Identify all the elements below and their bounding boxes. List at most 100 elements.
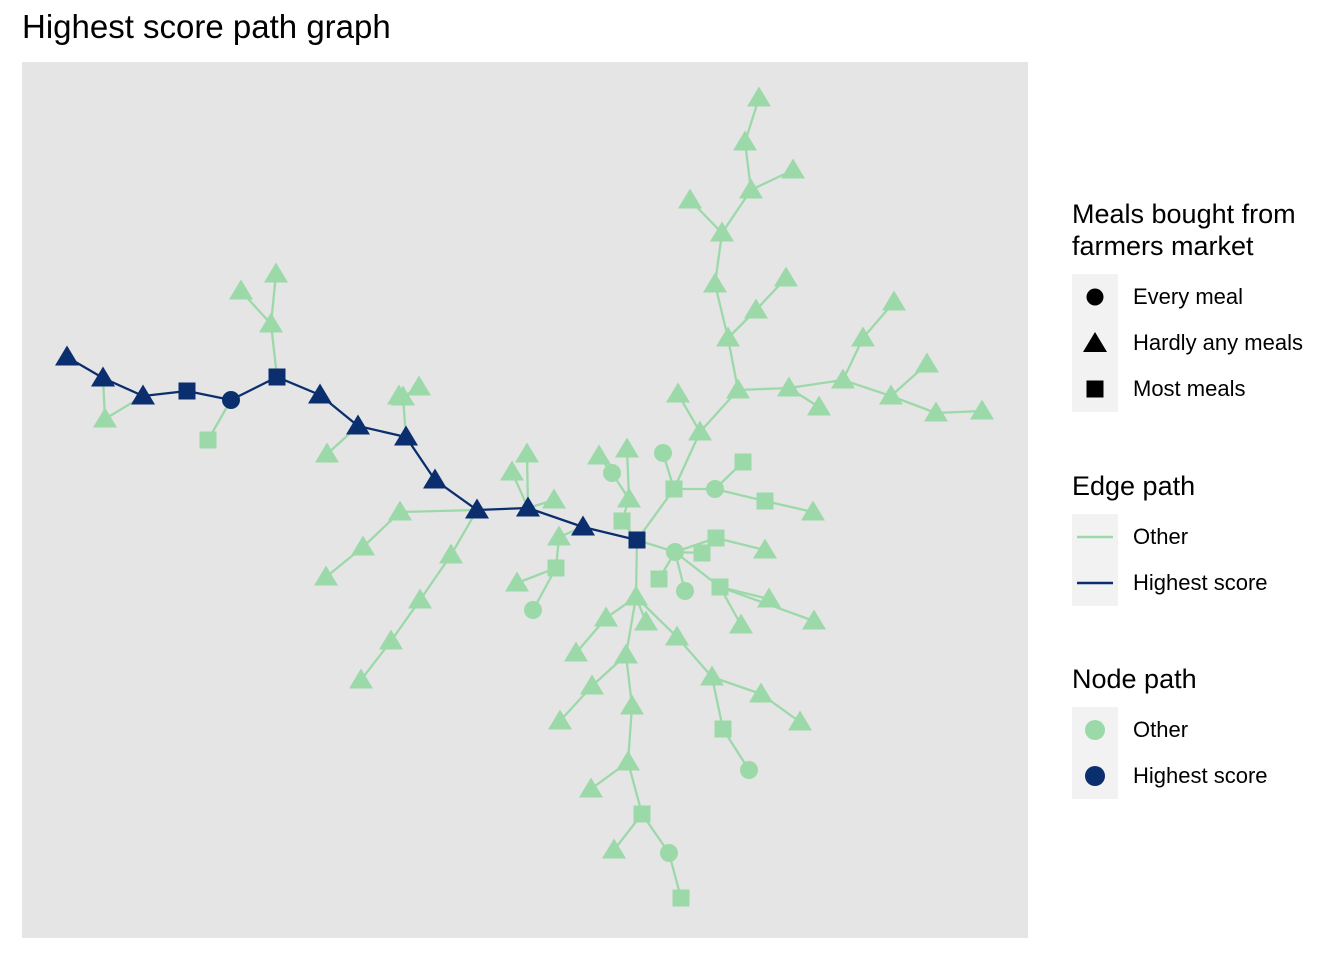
node-triangle-other <box>620 694 644 715</box>
node-circle-other <box>666 543 684 561</box>
node-triangle-other <box>548 709 572 730</box>
node-triangle-other <box>851 326 875 347</box>
node-triangle-other <box>579 777 603 798</box>
node-triangle-other <box>801 500 825 521</box>
circle-shape-icon <box>1086 288 1104 306</box>
edge-other <box>736 386 791 392</box>
node-triangle-other <box>688 420 712 441</box>
legend-item-hardly-any-meals: Hardly any meals <box>1072 320 1303 366</box>
node-square-other <box>665 480 683 498</box>
node-square-other <box>734 453 752 471</box>
legend-item-node-other: Other <box>1072 707 1268 753</box>
legend-meals-title: Meals bought from farmers market <box>1072 198 1303 262</box>
node-triangle-other <box>729 613 753 634</box>
node-triangle-other <box>500 460 524 481</box>
legend-key <box>1072 274 1118 320</box>
node-triangle-other <box>259 312 283 333</box>
node-triangle-other <box>505 571 529 592</box>
node-square-highest <box>268 368 286 386</box>
node-circle-other <box>660 844 678 862</box>
node-triangle-other <box>439 543 463 564</box>
node-triangle-other <box>777 376 801 397</box>
node-triangle-other <box>615 437 639 458</box>
legend-item-edge-other: Other <box>1072 514 1268 560</box>
line-highest-icon <box>1077 581 1113 585</box>
edge-other <box>787 378 845 390</box>
node-triangle-other <box>580 674 604 695</box>
nodes <box>55 86 994 907</box>
node-triangle-other <box>924 401 948 422</box>
legend-edge-title: Edge path <box>1072 471 1196 501</box>
node-square-other <box>711 578 729 596</box>
chart-title: Highest score path graph <box>22 8 391 45</box>
node-triangle-other <box>624 585 648 606</box>
node-triangle-other <box>700 665 724 686</box>
node-triangle-highest <box>394 425 418 446</box>
legend-item-most-meals: Most meals <box>1072 366 1303 412</box>
node-triangle-other <box>379 629 403 650</box>
node-triangle-highest <box>571 515 595 536</box>
node-triangle-other <box>264 262 288 283</box>
node-triangle-other <box>753 538 777 559</box>
node-triangle-other <box>665 625 689 646</box>
legend-label: Most meals <box>1133 376 1246 401</box>
node-triangle-other <box>407 375 431 396</box>
node-triangle-other <box>744 298 768 319</box>
legend-label: Other <box>1133 524 1189 549</box>
node-square-other <box>633 805 651 823</box>
node-triangle-other <box>564 641 588 662</box>
node-triangle-other <box>807 395 831 416</box>
legend-label: Highest score <box>1133 763 1268 788</box>
network-graph <box>22 62 1028 938</box>
legend-item-every-meal: Every meal <box>1072 274 1303 320</box>
legend-item-edge-highest: Highest score <box>1072 560 1268 606</box>
square-shape-icon <box>1086 380 1104 398</box>
node-triangle-other <box>587 444 611 465</box>
node-triangle-other <box>617 487 641 508</box>
triangle-shape-icon <box>1083 332 1107 352</box>
node-triangle-other <box>739 178 763 199</box>
node-square-other <box>613 512 631 530</box>
node-triangle-other <box>602 838 626 859</box>
node-square-other <box>756 492 774 510</box>
node-triangle-other <box>726 378 750 399</box>
legend-label: Other <box>1133 717 1189 742</box>
edge-other <box>710 675 725 731</box>
legend-meals: Meals bought from farmers market Every m… <box>1072 198 1303 412</box>
edge-other <box>626 760 644 816</box>
legend-key <box>1072 320 1118 366</box>
node-triangle-other <box>915 352 939 373</box>
node-circle-highest <box>222 391 240 409</box>
node-triangle-other <box>229 279 253 300</box>
line-other-icon <box>1077 535 1113 539</box>
edge-other <box>713 282 730 340</box>
legend-node-path: Node path Other Highest score <box>1072 663 1268 799</box>
node-triangle-other <box>757 587 781 608</box>
node-triangle-other <box>387 384 411 405</box>
edge-highest <box>526 506 585 529</box>
legend-key <box>1072 514 1118 560</box>
node-triangle-highest <box>346 414 370 435</box>
node-triangle-other <box>882 290 906 311</box>
node-square-highest <box>178 382 196 400</box>
legend-meals-title-line: Meals bought from <box>1072 199 1296 229</box>
node-triangle-other <box>678 188 702 209</box>
node-triangle-other <box>831 368 855 389</box>
node-triangle-other <box>547 525 571 546</box>
node-circle-other <box>654 444 672 462</box>
edge-highest <box>581 525 639 542</box>
node-square-other <box>672 889 690 907</box>
node-square-other <box>547 559 565 577</box>
node-circle-other <box>676 582 694 600</box>
node-triangle-other <box>749 682 773 703</box>
edge-other <box>624 595 638 657</box>
legend-label: Hardly any meals <box>1133 330 1303 355</box>
edge-other <box>934 409 984 415</box>
node-triangle-other <box>594 606 618 627</box>
node-triangle-other <box>349 668 373 689</box>
node-triangle-other <box>747 86 771 107</box>
node-triangle-highest <box>131 384 155 405</box>
node-triangle-highest <box>516 496 540 517</box>
legend-key <box>1072 560 1118 606</box>
node-triangle-other <box>314 565 338 586</box>
